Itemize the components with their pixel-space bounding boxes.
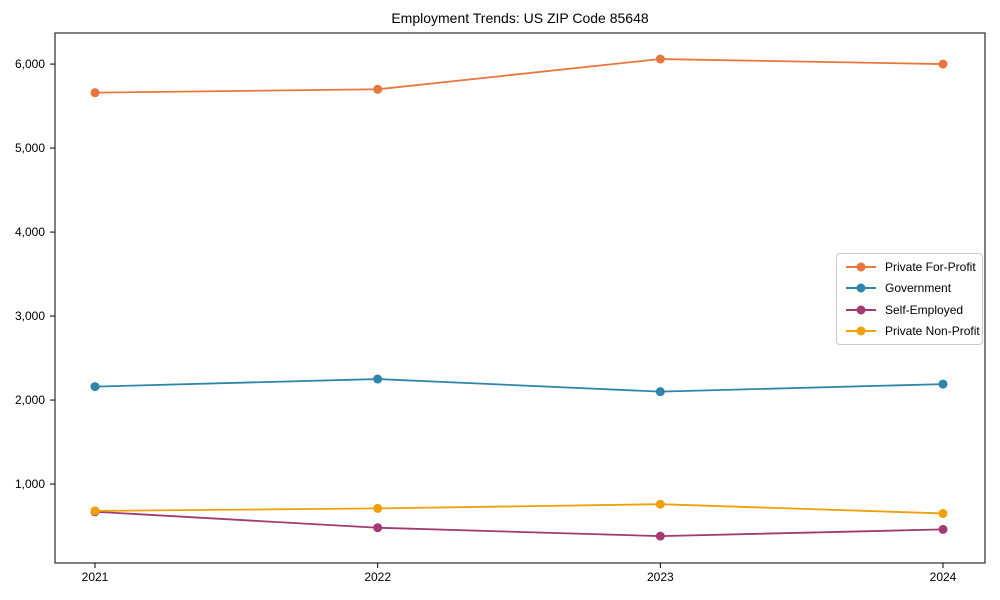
legend-item: Private Non-Profit: [846, 321, 980, 343]
data-point-marker: [373, 374, 383, 384]
legend-item: Private For-Profit: [846, 256, 976, 278]
data-point-marker: [373, 523, 383, 533]
legend: Private For-Profit Government Self-Employe…: [836, 253, 983, 345]
legend-dot-icon: [856, 283, 866, 293]
legend-line-marker-icon: [846, 283, 876, 293]
series-line-government: [94, 378, 944, 393]
data-point-marker: [938, 508, 948, 518]
data-point-marker: [938, 524, 948, 534]
data-point-marker: [655, 387, 665, 397]
series-line-self-employed: [94, 510, 944, 538]
legend-dot-icon: [856, 305, 866, 315]
y-tick-label: 1,000: [15, 477, 45, 491]
series-line-private-non-profit: [94, 503, 944, 515]
legend-line-marker-icon: [846, 326, 876, 336]
legend-dot-icon: [856, 262, 866, 272]
x-tick-label: 2023: [647, 570, 674, 584]
data-point-marker: [373, 503, 383, 513]
x-tick-label: 2021: [82, 570, 109, 584]
chart-title: Employment Trends: US ZIP Code 85648: [391, 10, 649, 26]
data-point-marker: [938, 59, 948, 69]
x-tick-label: 2022: [364, 570, 391, 584]
data-point-marker: [90, 382, 100, 392]
y-tick-label: 5,000: [15, 141, 45, 155]
legend-label: Private Non-Profit: [885, 324, 980, 339]
data-point-marker: [655, 499, 665, 509]
legend-item: Self-Employed: [846, 299, 973, 321]
legend-label: Self-Employed: [885, 302, 964, 317]
legend-item: Government: [846, 278, 973, 300]
y-tick-label: 6,000: [15, 57, 45, 71]
x-tick-label: 2024: [930, 570, 957, 584]
y-tick-label: 2,000: [15, 393, 45, 407]
legend-label: Government: [885, 281, 952, 296]
data-point-marker: [90, 88, 100, 98]
y-tick-label: 4,000: [15, 225, 45, 239]
data-point-marker: [655, 54, 665, 64]
series-line-private-for-profit: [94, 58, 944, 94]
data-point-marker: [373, 84, 383, 94]
legend-line-marker-icon: [846, 305, 876, 315]
data-point-marker: [938, 379, 948, 389]
axes-frame: [54, 32, 986, 564]
legend-dot-icon: [856, 326, 866, 336]
data-point-marker: [90, 506, 100, 516]
legend-line-marker-icon: [846, 262, 876, 272]
legend-label: Private For-Profit: [885, 259, 976, 274]
y-tick-label: 3,000: [15, 309, 45, 323]
data-point-marker: [655, 531, 665, 541]
